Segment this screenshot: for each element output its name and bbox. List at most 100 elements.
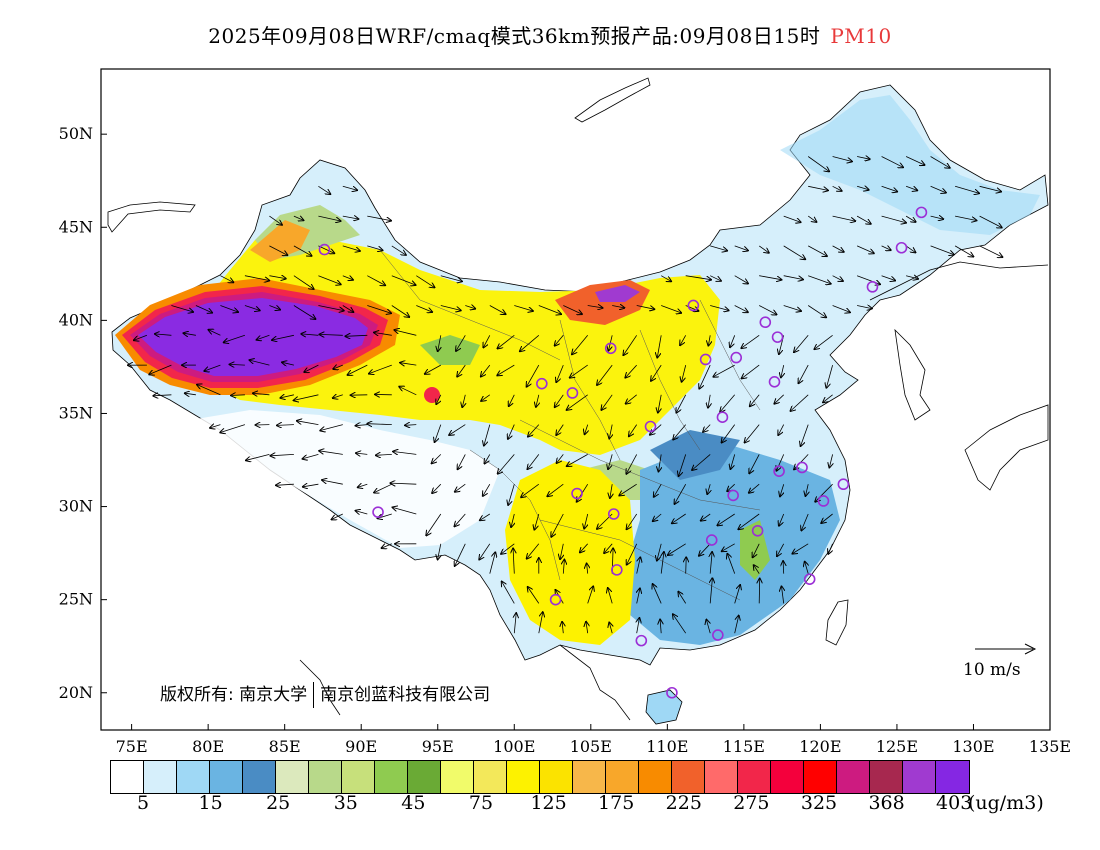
wind-arrow xyxy=(563,560,564,574)
wind-arrow xyxy=(650,424,662,435)
wind-arrow xyxy=(750,394,760,406)
wind-arrow xyxy=(440,275,462,282)
wind-arrow xyxy=(435,424,442,442)
wind-arrow xyxy=(382,544,392,548)
legend-swatch xyxy=(936,761,969,793)
wind-arrow xyxy=(801,424,809,446)
wind-arrow xyxy=(722,424,736,443)
wind-arrow xyxy=(555,394,564,407)
lon-label: 100E xyxy=(493,737,535,756)
wind-arrow xyxy=(538,612,543,634)
wind-arrow xyxy=(856,186,869,190)
wind-arrow xyxy=(741,334,760,348)
wind-arrow xyxy=(348,364,368,375)
wind-arrow xyxy=(832,275,843,281)
wind-arrow xyxy=(332,513,343,519)
credit-left: 版权所有: 南京大学 xyxy=(160,685,308,705)
station-marker xyxy=(768,376,781,388)
wind-arrow xyxy=(171,305,193,312)
wind-arrow xyxy=(367,424,392,425)
legend-value: 5 xyxy=(136,792,150,814)
station-marker xyxy=(604,342,617,355)
wind-arrow xyxy=(297,421,319,425)
credit-separator xyxy=(313,682,315,708)
wind-arrow xyxy=(799,364,809,383)
wind-arrow xyxy=(438,335,441,351)
wind-arrow xyxy=(319,451,343,455)
wind-arrow xyxy=(745,424,760,443)
lat-label: 35N xyxy=(59,403,93,422)
station-marker xyxy=(549,593,562,606)
myanmar-border xyxy=(299,659,341,716)
wind-arrow xyxy=(720,394,736,412)
wind-arrow xyxy=(657,543,662,561)
wind-arrow xyxy=(322,480,343,485)
wind-vector-field xyxy=(128,157,1003,634)
wind-arrow xyxy=(272,334,294,340)
wind-arrow xyxy=(758,245,769,253)
wind-arrow xyxy=(829,454,832,467)
legend-swatch xyxy=(606,761,639,793)
wind-arrow xyxy=(601,394,613,410)
wind-arrow xyxy=(527,543,540,559)
wind-arrow xyxy=(303,454,319,458)
lat-label: 25N xyxy=(59,590,93,609)
wind-arrow xyxy=(209,330,221,336)
lat-label: 30N xyxy=(59,497,93,516)
wind-arrow xyxy=(857,306,872,309)
wind-arrow xyxy=(734,585,740,604)
wind-arrow xyxy=(774,394,784,404)
wind-arrow xyxy=(780,484,784,496)
wind-arrow xyxy=(521,483,540,497)
wind-arrow xyxy=(686,557,687,574)
wind-arrow xyxy=(356,425,368,426)
wind-arrow xyxy=(930,185,946,192)
wind-arrow xyxy=(220,424,246,433)
wind-arrow xyxy=(367,245,382,250)
legend-swatch xyxy=(639,761,672,793)
legend-swatch xyxy=(804,761,837,793)
station-marker xyxy=(566,387,579,399)
wind-arrow xyxy=(783,245,806,259)
wind-arrow xyxy=(881,275,896,281)
wind-arrow xyxy=(562,622,563,634)
central-china-blue xyxy=(650,430,740,480)
wind-arrow xyxy=(367,215,391,221)
wind-arrow xyxy=(604,543,613,553)
wind-arrow xyxy=(528,424,540,437)
wind-arrow xyxy=(807,215,816,222)
wind-arrow xyxy=(570,364,588,378)
wind-arrow xyxy=(536,394,539,407)
wind-arrow xyxy=(567,454,588,466)
wind-arrow xyxy=(734,616,739,634)
wind-arrow xyxy=(149,364,172,374)
legend-swatch xyxy=(375,761,408,793)
wind-arrow xyxy=(905,156,924,166)
wind-arrow xyxy=(808,245,827,256)
legend-swatch xyxy=(243,761,276,793)
wind-arrow xyxy=(806,484,809,496)
station-marker xyxy=(915,206,928,219)
wind-arrow xyxy=(734,275,748,284)
wind-arrow xyxy=(651,364,662,381)
wind-arrow xyxy=(304,364,319,372)
wind-arrow xyxy=(293,305,316,320)
wind-arrow xyxy=(483,483,491,496)
wind-arrow xyxy=(293,216,304,220)
legend-swatch xyxy=(507,761,540,793)
wind-arrow xyxy=(481,364,491,376)
wind-arrow xyxy=(807,305,826,318)
wind-arrow xyxy=(585,424,588,435)
wind-arrow xyxy=(738,513,760,529)
legend-swatch xyxy=(441,761,474,793)
jiangxi-green xyxy=(740,520,770,580)
wind-arrow xyxy=(527,364,540,387)
wind-arrow xyxy=(707,484,710,494)
wind-arrow xyxy=(342,185,357,190)
wind-arrow xyxy=(276,484,294,485)
station-marker xyxy=(712,629,724,641)
wind-arrow xyxy=(905,186,917,190)
legend-value: 15 xyxy=(198,792,223,814)
wind-arrow xyxy=(374,483,392,492)
wind-arrow xyxy=(333,395,343,398)
